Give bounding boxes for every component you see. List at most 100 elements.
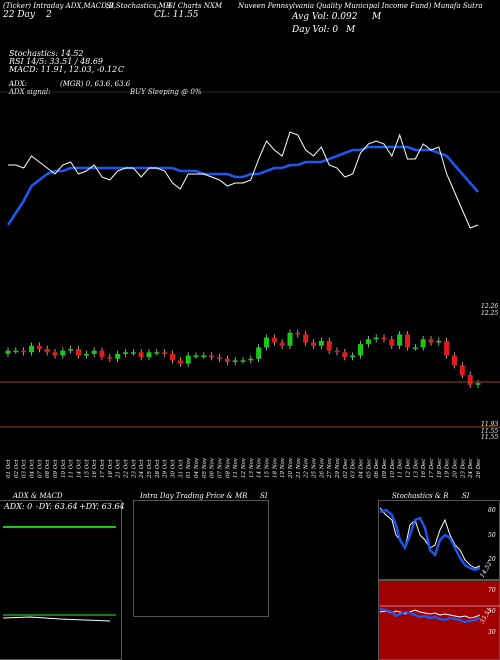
date-label: 18 Oct xyxy=(108,459,114,478)
day-vol-unit: M xyxy=(346,25,356,35)
date-label: 29 Nov xyxy=(335,457,341,479)
panel-title-stoch-suffix: SI xyxy=(462,492,470,500)
candle-body xyxy=(201,355,207,357)
date-label: 01 Oct xyxy=(6,459,12,478)
candle-body xyxy=(115,353,121,359)
candle-body xyxy=(295,332,301,335)
candle-body xyxy=(83,353,89,356)
candle-body xyxy=(405,334,410,348)
panel-title-adx-macd: ADX & MACD xyxy=(13,492,63,500)
date-label: 03 Oct xyxy=(22,459,28,478)
rsi-label-70: 70 xyxy=(488,587,496,594)
date-label: 13 Dec xyxy=(413,459,419,479)
adx-text: ADX: xyxy=(9,80,28,88)
candle-body xyxy=(326,340,332,351)
stochastics-text: Stochastics: 14.52 xyxy=(9,49,84,58)
candle-body xyxy=(146,352,152,358)
candle-body xyxy=(154,352,160,354)
panel-title-stoch: Stochastics & R xyxy=(392,492,449,500)
date-label: 20 Dec xyxy=(453,459,459,480)
rsi-text: RSI 14/5: 33.51 / 48.69 xyxy=(9,57,103,66)
date-label: 26 Dec xyxy=(476,459,482,480)
date-label: 20 Nov xyxy=(288,457,294,479)
date-label: 06 Nov xyxy=(210,457,216,478)
date-label: 11 Nov xyxy=(233,457,239,478)
date-label: 16 Dec xyxy=(421,459,427,479)
date-label: 14 Oct xyxy=(77,459,83,478)
date-label: 18 Nov xyxy=(272,457,278,478)
date-label: 04 Oct xyxy=(30,459,36,478)
header-date-suffix: 2 xyxy=(46,10,52,20)
candle-body xyxy=(264,337,269,348)
candle-body xyxy=(459,365,465,375)
candle-body xyxy=(311,342,316,346)
adx-box-dypos: +DY: 63.64 xyxy=(79,502,125,511)
date-label: 27 Nov xyxy=(327,457,333,479)
adx-values: (MGR) 0, 63.6, 63.6 xyxy=(60,80,131,88)
candle-body xyxy=(177,360,183,364)
date-label: 30 Oct xyxy=(171,459,177,478)
date-label: 11 Oct xyxy=(69,459,75,478)
adx-box-adx: ADX: 0 xyxy=(4,502,33,511)
candle-body xyxy=(170,353,175,361)
date-label: 22 Oct xyxy=(124,459,130,479)
adx-macd-panel xyxy=(0,500,122,660)
candle-body xyxy=(287,332,293,346)
candle-body xyxy=(224,358,230,362)
date-label: 29 Oct xyxy=(163,459,169,479)
candle-body xyxy=(130,352,136,354)
adx-box-dyneg: -DY: 63.64 xyxy=(36,502,78,511)
date-label: 17 Dec xyxy=(429,459,435,479)
candle-body xyxy=(412,347,418,349)
candle-body xyxy=(444,340,450,356)
candles-group xyxy=(5,329,481,388)
date-label: 08 Nov xyxy=(225,457,231,478)
panel-title-intra: Intra Day Trading Price & MR xyxy=(140,492,248,500)
date-label: 09 Dec xyxy=(382,459,388,479)
candle-body xyxy=(52,352,58,356)
date-label: 07 Oct xyxy=(37,459,43,478)
candle-body xyxy=(373,337,379,340)
candle-body xyxy=(107,357,113,359)
intra-day-panel xyxy=(133,500,269,617)
candle-body xyxy=(365,339,371,345)
candle-body xyxy=(60,350,66,356)
candle-body xyxy=(21,350,27,353)
candle-body xyxy=(334,350,340,353)
header-line1d: Nuveen Pennsylvania Quality Municipal In… xyxy=(238,2,483,10)
date-label: 25 Oct xyxy=(147,459,153,479)
candle-body xyxy=(318,340,324,346)
date-label: 23 Dec xyxy=(460,459,466,480)
date-label: 05 Dec xyxy=(366,459,372,479)
rsi-label-50: 50 xyxy=(488,608,496,615)
date-label: 08 Oct xyxy=(45,459,51,478)
date-label: 02 Oct xyxy=(14,459,20,478)
date-label: 06 Dec xyxy=(374,459,380,479)
date-label: 26 Nov xyxy=(319,457,325,479)
date-label: 19 Dec xyxy=(445,459,451,479)
day-vol: Day Vol: 0 xyxy=(292,25,339,35)
date-label: 15 Nov xyxy=(265,457,271,478)
candle-body xyxy=(358,344,363,356)
date-label: 17 Oct xyxy=(100,459,106,478)
rsi-label-30: 30 xyxy=(488,629,496,636)
date-label: 21 Oct xyxy=(116,459,122,479)
price-label-lower-2: 11.55 xyxy=(481,428,499,435)
date-label: 13 Nov xyxy=(249,457,255,478)
candle-body xyxy=(240,360,246,362)
date-label: 10 Dec xyxy=(390,459,396,479)
candle-body xyxy=(44,349,50,353)
date-label: 18 Dec xyxy=(437,459,443,479)
date-label: 24 Oct xyxy=(139,459,145,479)
date-label: 09 Oct xyxy=(53,459,59,478)
price-label-lower-1: 11.93 xyxy=(481,421,499,428)
candle-body xyxy=(256,347,262,359)
date-label: 21 Nov xyxy=(296,457,302,479)
candle-body xyxy=(232,360,238,362)
candle-body xyxy=(209,355,215,358)
date-label: 31 Oct xyxy=(178,459,184,478)
date-label: 02 Dec xyxy=(343,459,349,479)
candle-body xyxy=(162,352,168,354)
candle-body xyxy=(428,339,434,343)
